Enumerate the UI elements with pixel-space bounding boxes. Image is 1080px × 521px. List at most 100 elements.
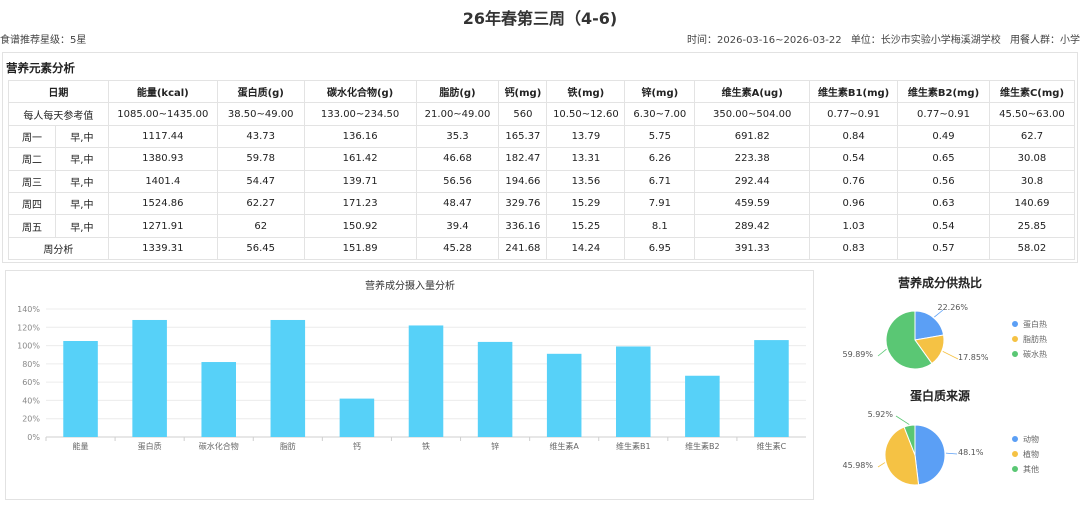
pie-panel: 营养成分供热比 22.26% 蛋白热 17.85% 脂肪热 59.89% 碳水热 蛋白质来源 4… xyxy=(818,270,1078,500)
row-day: 周三 xyxy=(8,169,56,193)
pie-leader-line xyxy=(877,462,886,468)
legend-marker xyxy=(1012,336,1018,342)
table-cell: 7.91 xyxy=(624,191,696,216)
table-cell: 391.33 xyxy=(694,236,811,261)
table-cell: 139.71 xyxy=(303,169,417,193)
row-day: 周一 xyxy=(8,124,56,149)
table-cell: 59.78 xyxy=(216,147,305,171)
y-tick-label: 140% xyxy=(17,305,40,314)
header-carbs: 碳水化合物(g) xyxy=(303,79,417,104)
table-cell: 39.4 xyxy=(415,214,500,238)
table-cell: 691.82 xyxy=(694,124,811,149)
table-cell: 5.75 xyxy=(624,124,696,149)
nutrition-panel: 营养元素分析 日期 能量(kcal) 蛋白质(g) 碳水化合物(g) 脂肪(g)… xyxy=(2,52,1078,263)
bar xyxy=(754,340,789,437)
y-tick-label: 40% xyxy=(22,396,40,405)
bar xyxy=(616,346,651,437)
y-tick-label: 60% xyxy=(22,378,40,387)
header-date: 日期 xyxy=(8,79,109,104)
header-vit-c: 维生素C(mg) xyxy=(988,79,1076,104)
pie-slice xyxy=(914,424,946,486)
table-row: 周二 早,中 1380.93 59.78 161.42 46.68 182.47 13.31 6… xyxy=(8,147,1076,171)
table-cell: 0.54 xyxy=(809,147,899,171)
x-tick-label: 能量 xyxy=(73,441,89,451)
table-cell: 14.24 xyxy=(546,236,626,261)
header-iron: 铁(mg) xyxy=(546,79,626,104)
table-cell: 1.03 xyxy=(809,214,899,238)
bar xyxy=(408,325,444,437)
pie-leader-line xyxy=(895,415,910,425)
table-cell: 15.25 xyxy=(546,214,626,238)
pie-slice xyxy=(914,310,945,341)
bar xyxy=(477,341,513,437)
table-body: 每人每天参考值 1085.00~1435.00 38.50~49.00 133.00~… xyxy=(8,102,1076,261)
bar xyxy=(63,341,98,437)
legend-marker xyxy=(1012,451,1018,457)
table-cell: 1085.00~1435.00 xyxy=(107,102,218,126)
legend-marker xyxy=(1012,436,1018,442)
table-cell: 48.47 xyxy=(415,191,500,216)
pie-value-label: 5.92% xyxy=(868,410,894,419)
row-label: 周分析 xyxy=(8,236,109,261)
x-tick-label: 蛋白质 xyxy=(138,441,162,451)
pie-leader-line xyxy=(942,351,959,360)
table-cell: 56.45 xyxy=(216,236,305,261)
bar xyxy=(132,319,167,437)
table-cell: 6.26 xyxy=(624,147,696,171)
table-cell: 140.69 xyxy=(988,191,1076,216)
table-row-reference: 每人每天参考值 1085.00~1435.00 38.50~49.00 133.00~… xyxy=(8,102,1076,126)
intake-bar-chart: 营养成分摄入量分析 0% 20% 40% 60% 80% 100% 120% 140% 能量 蛋白质… xyxy=(17,279,806,451)
y-tick-label: 20% xyxy=(22,415,40,424)
table-cell: 8.1 xyxy=(624,214,696,238)
table-header-row: 日期 能量(kcal) 蛋白质(g) 碳水化合物(g) 脂肪(g) 钙(mg) … xyxy=(8,79,1076,104)
table-cell: 336.16 xyxy=(498,214,548,238)
table-cell: 56.56 xyxy=(415,169,500,193)
table-cell: 62 xyxy=(216,214,305,238)
pie-value-label: 59.89% xyxy=(842,350,873,359)
y-tick-label: 0% xyxy=(27,433,40,442)
table-row: 周一 早,中 1117.44 43.73 136.16 35.3 165.37 13.79 5.… xyxy=(8,124,1076,149)
pie-value-label: 22.26% xyxy=(937,303,968,312)
table-cell: 1524.86 xyxy=(107,191,218,216)
x-tick-label: 维生素B2 xyxy=(685,441,720,451)
table-cell: 0.56 xyxy=(897,169,990,193)
row-meal: 早,中 xyxy=(54,214,109,238)
legend-marker xyxy=(1012,466,1018,472)
table-cell: 35.3 xyxy=(415,124,500,149)
legend-label: 动物 xyxy=(1023,434,1039,444)
table-cell: 0.54 xyxy=(897,214,990,238)
meta-info: 时间：2026-03-16~2026-03-22 单位：长沙市实验小学梅溪湖学校… xyxy=(681,31,1080,46)
table-cell: 13.79 xyxy=(546,124,626,149)
pie-value-label: 48.1% xyxy=(958,448,984,457)
legend-marker xyxy=(1012,321,1018,327)
x-tick-label: 铁 xyxy=(422,441,430,451)
pie-title: 蛋白质来源 xyxy=(910,388,970,403)
table-cell: 1401.4 xyxy=(107,169,218,193)
x-tick-label: 维生素A xyxy=(549,441,579,451)
pie-slice xyxy=(884,426,920,486)
x-tick-label: 钙 xyxy=(353,441,361,451)
y-tick-label: 80% xyxy=(22,360,40,369)
table-cell: 1380.93 xyxy=(107,147,218,171)
table-cell: 21.00~49.00 xyxy=(415,102,500,126)
table-cell: 0.84 xyxy=(809,124,899,149)
table-cell: 30.08 xyxy=(988,147,1076,171)
pie-value-label: 17.85% xyxy=(958,353,989,362)
table-row-summary: 周分析 1339.31 56.45 151.89 45.28 241.68 14.24 6.9… xyxy=(8,236,1076,261)
intake-chart-panel: 营养成分摄入量分析 0% 20% 40% 60% 80% 100% 120% 140% 能量 蛋白质… xyxy=(5,270,814,500)
x-tick-label: 锌 xyxy=(491,441,499,451)
legend-label: 脂肪热 xyxy=(1023,334,1047,344)
table-row: 周五 早,中 1271.91 62 150.92 39.4 336.16 15.25 8.1 28… xyxy=(8,214,1076,238)
table-cell: 0.96 xyxy=(809,191,899,216)
table-cell: 241.68 xyxy=(498,236,548,261)
table-cell: 194.66 xyxy=(498,169,548,193)
y-tick-label: 100% xyxy=(17,342,40,351)
header-protein: 蛋白质(g) xyxy=(216,79,305,104)
table-cell: 165.37 xyxy=(498,124,548,149)
table-cell: 1339.31 xyxy=(107,236,218,261)
legend-label: 植物 xyxy=(1023,449,1039,459)
x-tick-label: 碳水化合物 xyxy=(199,441,239,451)
x-tick-label: 脂肪 xyxy=(280,441,296,451)
header-vit-a: 维生素A(ug) xyxy=(694,79,811,104)
header-energy: 能量(kcal) xyxy=(107,79,218,104)
